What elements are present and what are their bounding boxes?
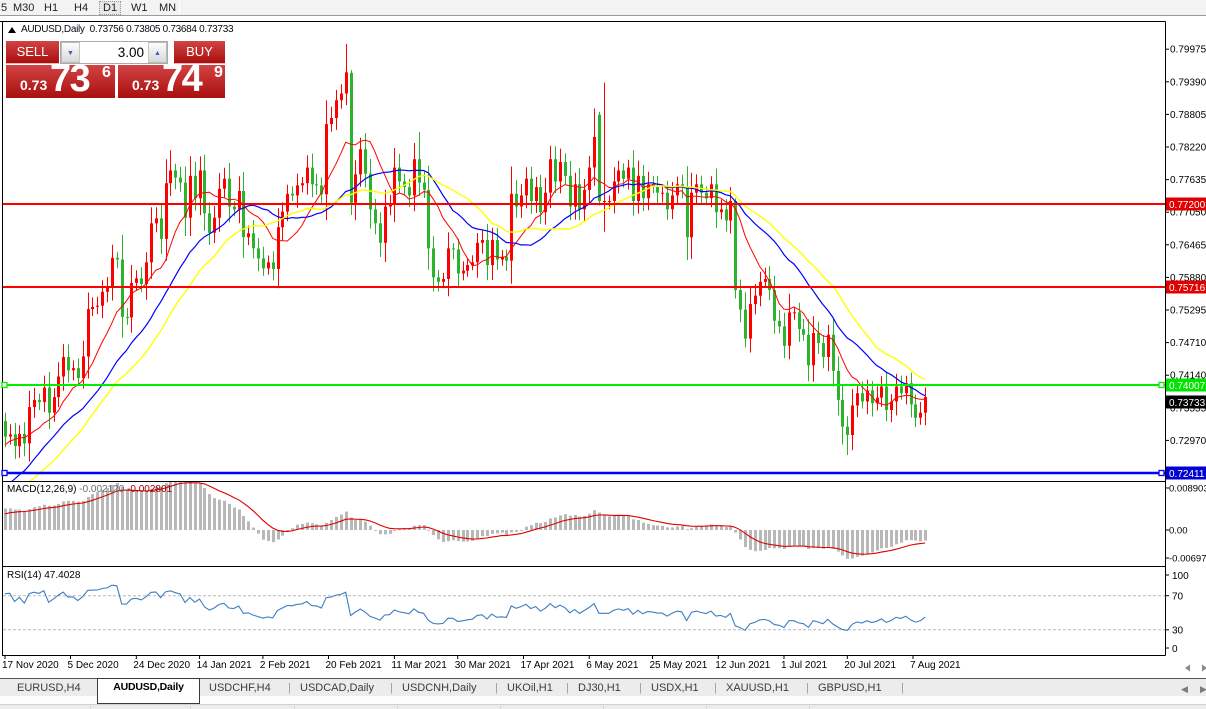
- svg-text:5 Dec 2020: 5 Dec 2020: [68, 660, 120, 671]
- svg-text:25 May 2021: 25 May 2021: [650, 660, 708, 671]
- svg-text:0.74710: 0.74710: [1170, 338, 1206, 349]
- svg-text:30 Mar 2021: 30 Mar 2021: [455, 660, 512, 671]
- svg-text:14 Jan 2021: 14 Jan 2021: [197, 660, 252, 671]
- svg-text:0.79975: 0.79975: [1170, 45, 1206, 56]
- svg-text:6 May 2021: 6 May 2021: [586, 660, 639, 671]
- svg-text:RSI(14) 47.4028: RSI(14) 47.4028: [7, 570, 81, 581]
- svg-text:24 Dec 2020: 24 Dec 2020: [133, 660, 190, 671]
- svg-text:20 Jul 2021: 20 Jul 2021: [844, 660, 896, 671]
- svg-text:-0.00697: -0.00697: [1169, 554, 1206, 565]
- svg-text:0.76465: 0.76465: [1170, 240, 1206, 251]
- svg-text:100: 100: [1172, 571, 1189, 582]
- svg-text:0.72970: 0.72970: [1170, 436, 1206, 447]
- svg-text:7 Aug 2021: 7 Aug 2021: [910, 660, 961, 671]
- svg-text:0.73733: 0.73733: [1169, 398, 1206, 409]
- svg-text:0.77635: 0.77635: [1170, 175, 1206, 186]
- svg-text:2 Feb 2021: 2 Feb 2021: [260, 660, 311, 671]
- svg-text:0.74007: 0.74007: [1169, 381, 1206, 392]
- svg-text:0.79390: 0.79390: [1170, 77, 1206, 88]
- svg-text:0.008903: 0.008903: [1169, 484, 1206, 495]
- svg-text:0.77050: 0.77050: [1170, 208, 1206, 219]
- svg-text:MACD(12,26,9) -0.002120 -0.002: MACD(12,26,9) -0.002120 -0.002801: [7, 484, 173, 495]
- svg-text:12 Jun 2021: 12 Jun 2021: [715, 660, 770, 671]
- svg-text:0.00: 0.00: [1169, 526, 1188, 537]
- svg-text:0.75880: 0.75880: [1170, 273, 1206, 284]
- svg-text:0.74140: 0.74140: [1170, 371, 1206, 382]
- svg-text:30: 30: [1172, 626, 1184, 637]
- svg-text:0.77200: 0.77200: [1169, 200, 1206, 211]
- svg-text:0.78805: 0.78805: [1170, 110, 1206, 121]
- svg-text:0.73555: 0.73555: [1170, 403, 1206, 414]
- svg-text:70: 70: [1172, 592, 1184, 603]
- svg-text:20 Feb 2021: 20 Feb 2021: [326, 660, 383, 671]
- svg-text:0.75295: 0.75295: [1170, 306, 1206, 317]
- svg-text:0.75716: 0.75716: [1169, 283, 1206, 294]
- svg-text:11 Mar 2021: 11 Mar 2021: [391, 660, 447, 671]
- svg-text:0.78220: 0.78220: [1170, 143, 1206, 154]
- svg-text:17 Nov 2020: 17 Nov 2020: [2, 660, 59, 671]
- svg-text:0: 0: [1172, 644, 1178, 655]
- svg-text:17 Apr 2021: 17 Apr 2021: [521, 660, 575, 671]
- svg-text:0.72411: 0.72411: [1169, 469, 1205, 480]
- svg-text:1 Jul 2021: 1 Jul 2021: [781, 660, 828, 671]
